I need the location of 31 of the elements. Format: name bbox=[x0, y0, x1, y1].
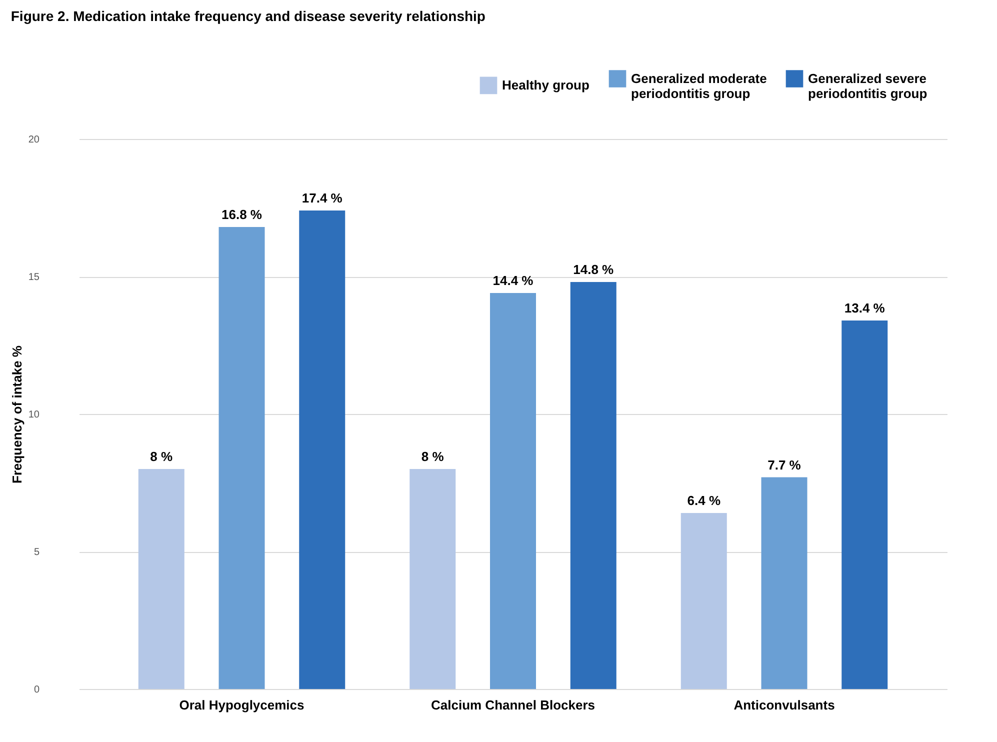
y-tick-label: 20 bbox=[28, 134, 40, 146]
bar bbox=[490, 293, 536, 689]
data-label: 8 % bbox=[150, 449, 174, 464]
bar bbox=[761, 477, 808, 689]
chart-title: Figure 2. Medication intake frequency and disease severity relationship bbox=[10, 8, 486, 24]
bar bbox=[570, 282, 616, 689]
x-tick-label: Oral Hypoglycemics bbox=[179, 698, 304, 712]
data-label: 14.4 % bbox=[492, 273, 534, 288]
y-tick-label: 15 bbox=[28, 272, 40, 283]
bar bbox=[410, 469, 456, 689]
data-label: 13.4 % bbox=[844, 300, 886, 316]
data-label: 17.4 % bbox=[302, 190, 343, 206]
legend-label: Generalized moderate periodontitis group bbox=[631, 70, 767, 101]
bar bbox=[218, 227, 265, 689]
data-label: 14.8 % bbox=[573, 262, 614, 277]
y-tick-label: 0 bbox=[34, 684, 40, 696]
y-tick-label: 5 bbox=[34, 547, 40, 558]
x-tick-label: Calcium Channel Blockers bbox=[431, 698, 595, 712]
data-label: 16.8 % bbox=[222, 207, 262, 222]
bar bbox=[299, 210, 346, 689]
y-tick-label: 10 bbox=[28, 410, 40, 420]
data-label: 6.4 % bbox=[687, 493, 721, 508]
bar bbox=[842, 320, 888, 689]
bar bbox=[138, 469, 184, 689]
data-label: 8 % bbox=[421, 449, 444, 464]
legend-label: Healthy group bbox=[502, 77, 590, 92]
data-label: 7.7 % bbox=[768, 457, 802, 472]
bar bbox=[680, 513, 727, 689]
legend-label: Generalized severe periodontitis group bbox=[808, 70, 928, 101]
x-tick-label: Anticonvulsants bbox=[734, 698, 835, 712]
y-axis-title: Frequency of intake % bbox=[9, 345, 24, 484]
